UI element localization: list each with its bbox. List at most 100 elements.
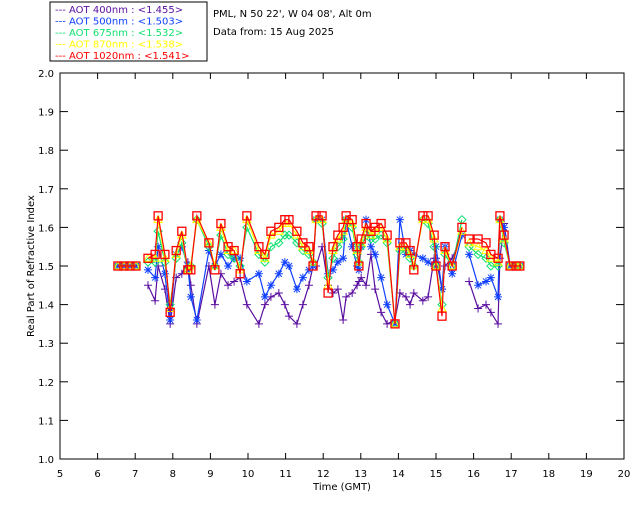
square-marker (292, 226, 302, 236)
asterisk-marker (192, 316, 201, 325)
square-marker (304, 242, 314, 252)
triangle-marker (390, 318, 400, 328)
asterisk-marker (377, 273, 386, 282)
x-tick-label: 8 (170, 469, 176, 480)
square-marker (113, 261, 123, 271)
series-group (113, 211, 525, 329)
x-tick-label: 11 (279, 469, 292, 480)
x-tick-label: 20 (618, 469, 631, 480)
series-aot-1020nm (113, 211, 525, 329)
square-marker (418, 211, 428, 221)
y-tick-label: 1.4 (38, 301, 54, 312)
square-marker (242, 211, 252, 221)
square-marker (382, 230, 392, 240)
x-tick-label: 13 (354, 469, 367, 480)
asterisk-marker (254, 269, 263, 278)
square-marker (204, 238, 214, 248)
plus-marker (383, 319, 392, 328)
square-marker (493, 253, 503, 263)
plus-marker (210, 300, 219, 309)
x-tick-label: 15 (430, 469, 443, 480)
square-marker (447, 261, 457, 271)
square-marker (499, 230, 509, 240)
plot-frame (59, 72, 625, 460)
site-info: PML, N 50 22', W 04 08', Alt 0m (213, 9, 372, 20)
asterisk-marker (284, 262, 293, 270)
asterisk-marker (448, 269, 457, 278)
asterisk-marker (298, 273, 307, 282)
square-marker (328, 242, 338, 252)
diamond-marker (457, 214, 467, 225)
asterisk-marker (348, 242, 357, 251)
square-marker (192, 211, 202, 221)
y-tick-label: 1.7 (38, 185, 54, 196)
square-marker (131, 261, 141, 271)
date-info: Data from: 15 Aug 2025 (213, 27, 334, 38)
asterisk-marker (224, 262, 233, 270)
plus-marker (409, 289, 418, 298)
square-marker (160, 249, 170, 260)
x-tick-label: 18 (542, 469, 555, 480)
asterisk-marker (266, 281, 275, 290)
asterisk-marker (486, 273, 495, 282)
square-marker (260, 249, 270, 260)
plus-marker (418, 296, 427, 305)
x-axis-label: Time (GMT) (312, 482, 371, 493)
x-tick-label: 9 (207, 469, 213, 480)
asterisk-marker (260, 292, 269, 301)
square-marker (481, 238, 491, 248)
square-marker (505, 261, 515, 271)
plus-marker (371, 285, 380, 294)
plus-marker (274, 289, 283, 298)
square-marker (515, 261, 525, 271)
asterisk-marker (216, 250, 225, 259)
y-tick-label: 1.8 (38, 146, 54, 157)
x-tick-label: 12 (317, 469, 330, 480)
square-marker (210, 265, 220, 275)
square-marker (390, 319, 400, 329)
asterisk-marker (274, 269, 283, 278)
diamond-marker (481, 253, 491, 263)
asterisk-marker (151, 273, 160, 282)
diamond-marker (338, 234, 348, 244)
plus-marker (339, 316, 348, 325)
asterisk-marker (395, 215, 404, 224)
asterisk-marker (186, 292, 195, 301)
x-tick-label: 16 (467, 469, 480, 480)
square-marker (457, 222, 467, 233)
diamond-marker (486, 261, 496, 271)
y-tick-label: 1.1 (38, 416, 54, 427)
y-tick-label: 1.2 (38, 378, 54, 389)
plus-marker (224, 281, 233, 290)
x-tick-label: 10 (242, 469, 255, 480)
square-marker (186, 265, 196, 275)
square-marker (254, 242, 264, 252)
plus-marker (348, 289, 357, 298)
series-aot-500nm (113, 215, 524, 328)
square-marker (177, 226, 187, 236)
asterisk-marker (371, 250, 380, 259)
square-marker (323, 288, 333, 298)
asterisk-marker (438, 285, 447, 294)
square-marker (153, 211, 163, 221)
diamond-marker (473, 249, 483, 260)
square-marker (495, 211, 505, 221)
plus-marker (328, 289, 337, 298)
axes: 5 6 7 8 9 10 11 12 13 14 15 16 17 18 19 20 1.0 1.1 1.2 1.3 1… (38, 69, 630, 480)
diamond-marker (429, 241, 439, 252)
triangle-marker (204, 237, 214, 247)
asterisk-marker (474, 281, 483, 290)
plus-marker (353, 281, 362, 290)
asterisk-marker (482, 277, 491, 286)
legend-entry: --- AOT 500nm : <1.503> (55, 17, 183, 28)
legend-entry: --- AOT 870nm : <1.538> (55, 40, 183, 51)
legend-entry: --- AOT 675nm : <1.532> (55, 28, 183, 39)
asterisk-marker (494, 292, 503, 301)
square-marker (150, 249, 160, 260)
x-tick-label: 6 (94, 469, 100, 480)
asterisk-marker (424, 258, 433, 267)
legend-entry: --- AOT 400nm : <1.455> (55, 5, 183, 16)
square-marker (338, 222, 348, 233)
plus-marker (342, 292, 351, 301)
